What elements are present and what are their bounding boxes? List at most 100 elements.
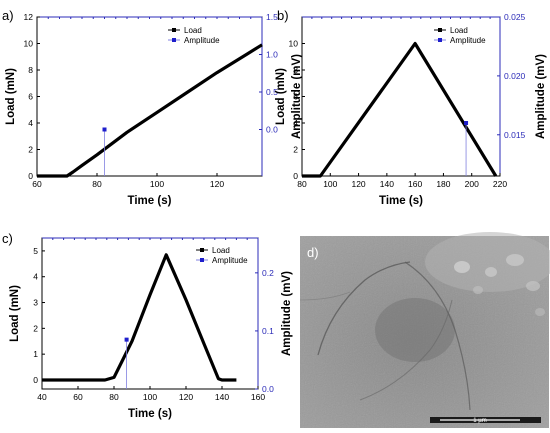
x-tick-label: 180 [436, 179, 450, 189]
legend-label: Amplitude [212, 256, 248, 265]
y2-tick-label: 0.1 [262, 326, 274, 336]
x-tick-label: 80 [109, 392, 119, 402]
sem-bright-region [425, 232, 550, 292]
x-tick-label: 100 [323, 179, 337, 189]
sem-indent-region [375, 298, 455, 362]
y2-tick-label: 0.025 [504, 12, 526, 22]
y2-tick-label: 0.2 [262, 268, 274, 278]
sem-particle [526, 281, 540, 291]
sem-crack [359, 299, 453, 401]
y2-tick-label: 0.0 [262, 384, 274, 394]
legend-label: Load [450, 26, 468, 35]
y2-tick-label: 1.0 [266, 50, 278, 60]
legend-marker-load [172, 28, 176, 32]
y-tick-label: 10 [24, 39, 34, 49]
x-tick-label: 100 [150, 179, 164, 189]
x-axis-label: Time (s) [128, 195, 172, 207]
legend-label: Amplitude [184, 36, 220, 45]
x-tick-label: 40 [37, 392, 47, 402]
y-tick-label: 4 [28, 118, 33, 128]
y2-tick-label: 0.020 [504, 71, 526, 81]
legend-marker-amplitude [172, 38, 176, 42]
y-tick-label: 2 [33, 323, 38, 333]
y-tick-label: 4 [33, 272, 38, 282]
x-tick-label: 60 [32, 179, 42, 189]
legend-label: Load [212, 246, 230, 255]
sem-particle [535, 308, 545, 316]
legend-marker-load [200, 248, 204, 252]
y-tick-label: 0 [33, 375, 38, 385]
y-tick-label: 12 [24, 12, 34, 22]
sem-particle [473, 286, 483, 294]
sem-particle [506, 254, 524, 266]
y-tick-label: 4 [293, 118, 298, 128]
x-tick-label: 80 [297, 179, 307, 189]
x-tick-label: 160 [251, 392, 265, 402]
x-axis-label: Time (s) [128, 408, 172, 420]
x-tick-label: 200 [465, 179, 479, 189]
panel-letter: c) [2, 231, 13, 246]
scale-bar-label: 1 µm [473, 418, 486, 424]
plot-frame [36, 16, 263, 177]
y-tick-label: 1 [33, 349, 38, 359]
y2-tick-label: 1.5 [266, 12, 278, 22]
y2-tick-label: 0.5 [266, 87, 278, 97]
panel-letter: b) [277, 8, 289, 23]
x-tick-label: 120 [179, 392, 193, 402]
y-tick-label: 6 [28, 92, 33, 102]
sem-crack [404, 261, 471, 411]
y2-axis-label: Amplitude (mV) [291, 54, 303, 139]
chart-panel-c: c) 40 60 80 100 120 140 160 0 1 2 3 4 5 0.0 0.1 0.2 Time … [2, 231, 293, 420]
y-axis-label: Load (mN) [9, 285, 21, 342]
y-tick-label: 8 [28, 65, 33, 75]
x-tick-label: 80 [92, 179, 102, 189]
y-tick-label: 5 [33, 246, 38, 256]
y-tick-label: 2 [293, 145, 298, 155]
y-tick-label: 3 [33, 298, 38, 308]
sem-particle [485, 267, 497, 277]
sem-crack [317, 261, 411, 356]
y2-tick-label: 0.015 [504, 130, 526, 140]
legend-marker-amplitude [200, 258, 204, 262]
legend-marker-load [438, 28, 442, 32]
y-tick-label: 8 [293, 65, 298, 75]
y-tick-label: 0 [28, 171, 33, 181]
amplitude-point [124, 337, 129, 342]
y-tick-label: 0 [293, 171, 298, 181]
y-tick-label: 10 [289, 39, 299, 49]
amplitude-point [464, 121, 469, 125]
x-tick-label: 120 [351, 179, 365, 189]
x-tick-label: 140 [215, 392, 229, 402]
y2-axis-label: Amplitude (mV) [535, 54, 547, 139]
x-tick-label: 160 [408, 179, 422, 189]
sem-crack [299, 291, 351, 301]
panel-letter: a) [2, 8, 14, 23]
sem-particle [454, 261, 470, 273]
series-line-load [42, 253, 237, 382]
y-axis-label: Load (mN) [275, 68, 287, 125]
y2-axis-label: Amplitude (mV) [281, 271, 293, 356]
chart-panel-b: b) 80 100 120 140 160 180 200 220 0 2 4 6 8 10 0.015 0.0… [275, 8, 547, 207]
x-tick-label: 100 [143, 392, 157, 402]
sem-image-panel: d) 1 µm [299, 232, 550, 428]
legend-label: Load [184, 26, 202, 35]
panel-letter-d: d) [307, 245, 319, 260]
y-tick-label: 2 [28, 145, 33, 155]
x-axis-label: Time (s) [379, 195, 423, 207]
x-tick-label: 120 [210, 179, 224, 189]
x-tick-label: 140 [380, 179, 394, 189]
y-tick-label: 6 [293, 92, 298, 102]
legend-marker-amplitude [438, 38, 442, 42]
y2-tick-label: 0.0 [266, 125, 278, 135]
x-tick-label: 220 [493, 179, 507, 189]
series-line-load [37, 43, 263, 178]
series-line-load [302, 41, 498, 178]
amplitude-point [102, 127, 107, 132]
x-tick-label: 60 [73, 392, 83, 402]
y-axis-label: Load (mN) [5, 68, 17, 125]
